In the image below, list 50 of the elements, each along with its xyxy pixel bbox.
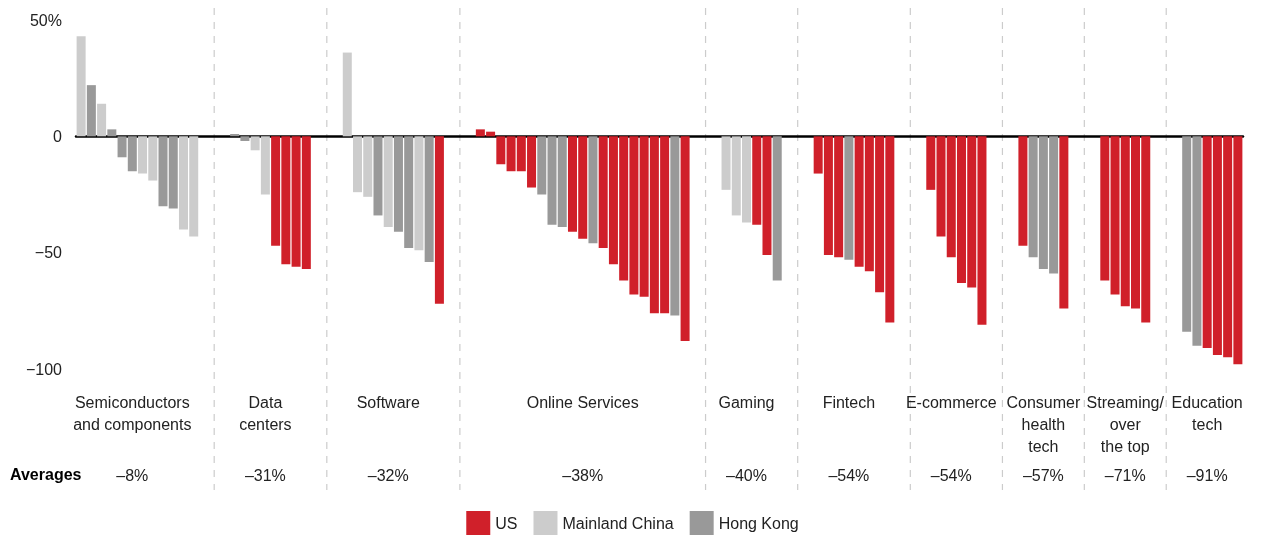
text: –57% [1022, 466, 1064, 484]
bar [424, 136, 434, 262]
text: –91% [1186, 466, 1228, 484]
x-tick-label: Gaming [718, 393, 775, 411]
bar [434, 136, 444, 304]
bar [1100, 136, 1110, 281]
bar [670, 136, 680, 316]
text: –8% [116, 466, 149, 484]
x-tick-label: Software [356, 393, 420, 411]
text: –40% [726, 466, 767, 484]
legend-label: Mainland China [562, 514, 674, 532]
bar [844, 136, 854, 260]
bar [86, 85, 96, 137]
text: –54% [828, 466, 870, 484]
text: Averages [10, 465, 82, 483]
bar [97, 103, 107, 137]
x-tick-label: E-commerce [905, 393, 997, 411]
x-tick-label: Data centers [239, 393, 292, 433]
bar [373, 136, 383, 216]
bar [342, 52, 352, 137]
text: –32% [367, 466, 409, 484]
y-tick-label: −100 [25, 360, 63, 378]
bar [537, 136, 547, 195]
bar [383, 136, 393, 228]
legend-label: US [495, 514, 518, 532]
x-tick-label: Streaming/ over the top [1086, 393, 1165, 455]
x-tick-label: Consumer health tech [1006, 393, 1081, 455]
y-tick-label: 0 [53, 127, 63, 145]
bar [240, 136, 250, 141]
text: –38% [562, 466, 604, 484]
y-tick-label: −50 [34, 244, 63, 262]
x-tick-label: Fintech [822, 393, 876, 411]
text: –54% [930, 466, 972, 484]
bar [926, 136, 936, 190]
bar [772, 136, 782, 281]
bar [496, 136, 506, 165]
bar [76, 36, 86, 137]
bar [107, 129, 117, 137]
bar [680, 136, 690, 342]
bar [1059, 136, 1069, 309]
text: –31% [244, 466, 286, 484]
bar [588, 136, 598, 244]
text: –71% [1104, 466, 1146, 484]
x-tick-label: Semiconductors and components [73, 393, 192, 433]
y-tick-label: 50% [29, 11, 62, 29]
x-tick-label: Education tech [1171, 393, 1243, 433]
x-tick-label: Online Services [526, 393, 639, 411]
legend-label: Hong Kong [718, 514, 799, 532]
bar [414, 136, 424, 251]
bar [1018, 136, 1028, 246]
